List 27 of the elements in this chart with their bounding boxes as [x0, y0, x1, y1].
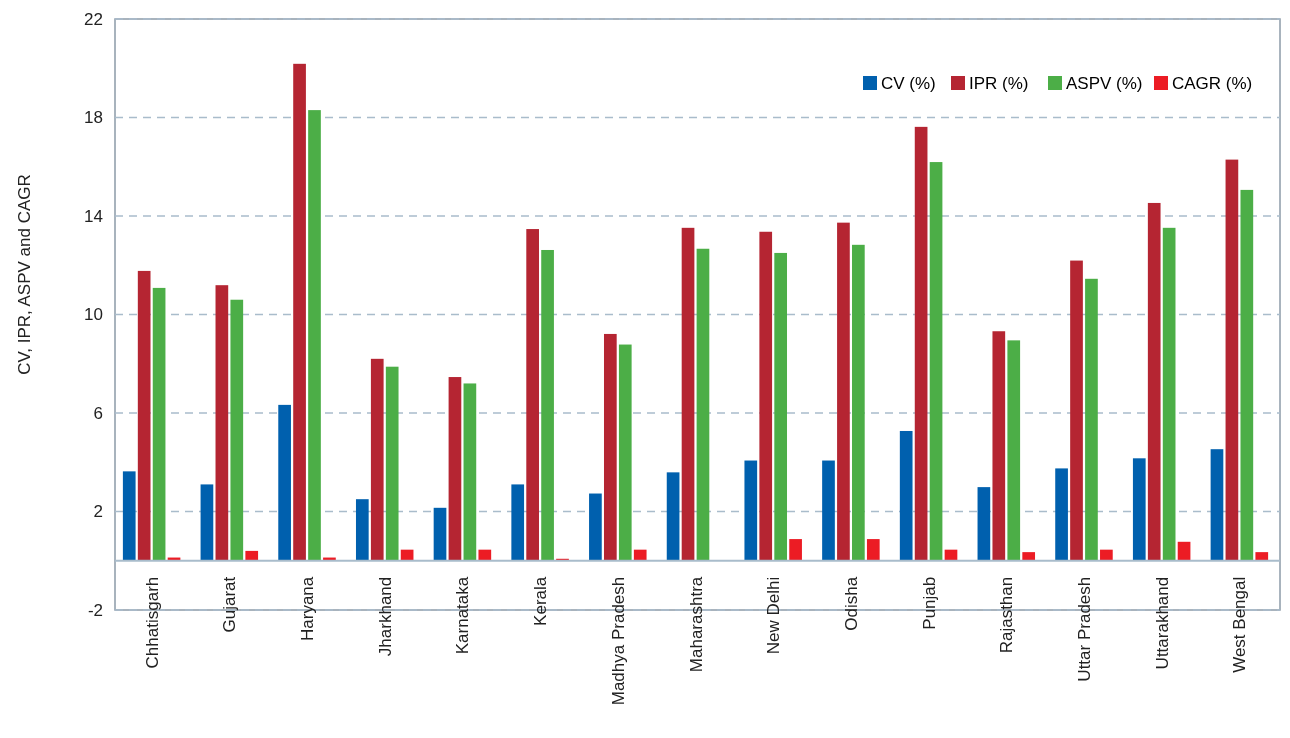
y-tick-label: -2 [87, 600, 103, 620]
x-tick-label: Chhatisgarh [142, 576, 162, 669]
x-tick-label: Madhya Pradesh [608, 576, 628, 706]
x-tick-label: Kerala [531, 576, 551, 626]
x-tick-label: Maharashtra [686, 576, 706, 673]
y-axis-title: CV, IPR, ASPV and CAGR [15, 174, 34, 375]
y-tick-label: 10 [84, 305, 103, 325]
x-tick-label: Punjab [919, 576, 939, 630]
legend-label: CV (%) [881, 74, 936, 93]
x-tick-label: Jharkhand [375, 576, 395, 657]
x-tick-label: Uttar Pradesh [1074, 576, 1094, 682]
x-tick-label: Haryana [298, 576, 318, 642]
x-tick-label: Uttarakhand [1152, 576, 1172, 670]
x-tick-label: New Delhi [764, 576, 784, 655]
x-tick-label: Rajasthan [997, 576, 1017, 654]
legend-label: CAGR (%) [1172, 74, 1253, 93]
y-tick-label: 22 [84, 9, 103, 29]
legend-label: IPR (%) [969, 74, 1029, 93]
legend-label: ASPV (%) [1066, 74, 1143, 93]
y-tick-label: 6 [93, 403, 103, 423]
y-tick-label: 14 [84, 206, 103, 226]
y-tick-label: 2 [93, 502, 103, 522]
x-tick-label: Karnataka [453, 576, 473, 655]
y-tick-label: 18 [84, 108, 103, 128]
x-tick-label: West Bengal [1230, 576, 1250, 673]
x-tick-label: Gujarat [220, 576, 240, 633]
x-tick-label: Odisha [841, 576, 861, 631]
